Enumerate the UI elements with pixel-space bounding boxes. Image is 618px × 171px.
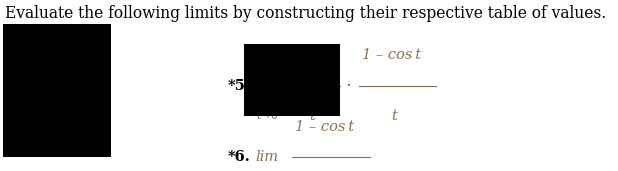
Text: *6.: *6. <box>227 150 250 164</box>
Text: 1 – cos t: 1 – cos t <box>295 120 355 134</box>
Text: 1 – cos t: 1 – cos t <box>362 48 421 62</box>
Text: sin t: sin t <box>295 48 326 62</box>
Text: $t\!\rightarrow\!0$: $t\!\rightarrow\!0$ <box>256 109 279 121</box>
Text: t: t <box>310 109 316 123</box>
Text: Evaluate the following limits by constructing their respective table of values.: Evaluate the following limits by constru… <box>5 5 606 22</box>
Text: lim: lim <box>255 150 278 164</box>
Text: ·: · <box>345 76 351 95</box>
Text: *5.: *5. <box>227 78 250 93</box>
Text: lim: lim <box>255 78 278 93</box>
Text: t: t <box>391 109 397 123</box>
